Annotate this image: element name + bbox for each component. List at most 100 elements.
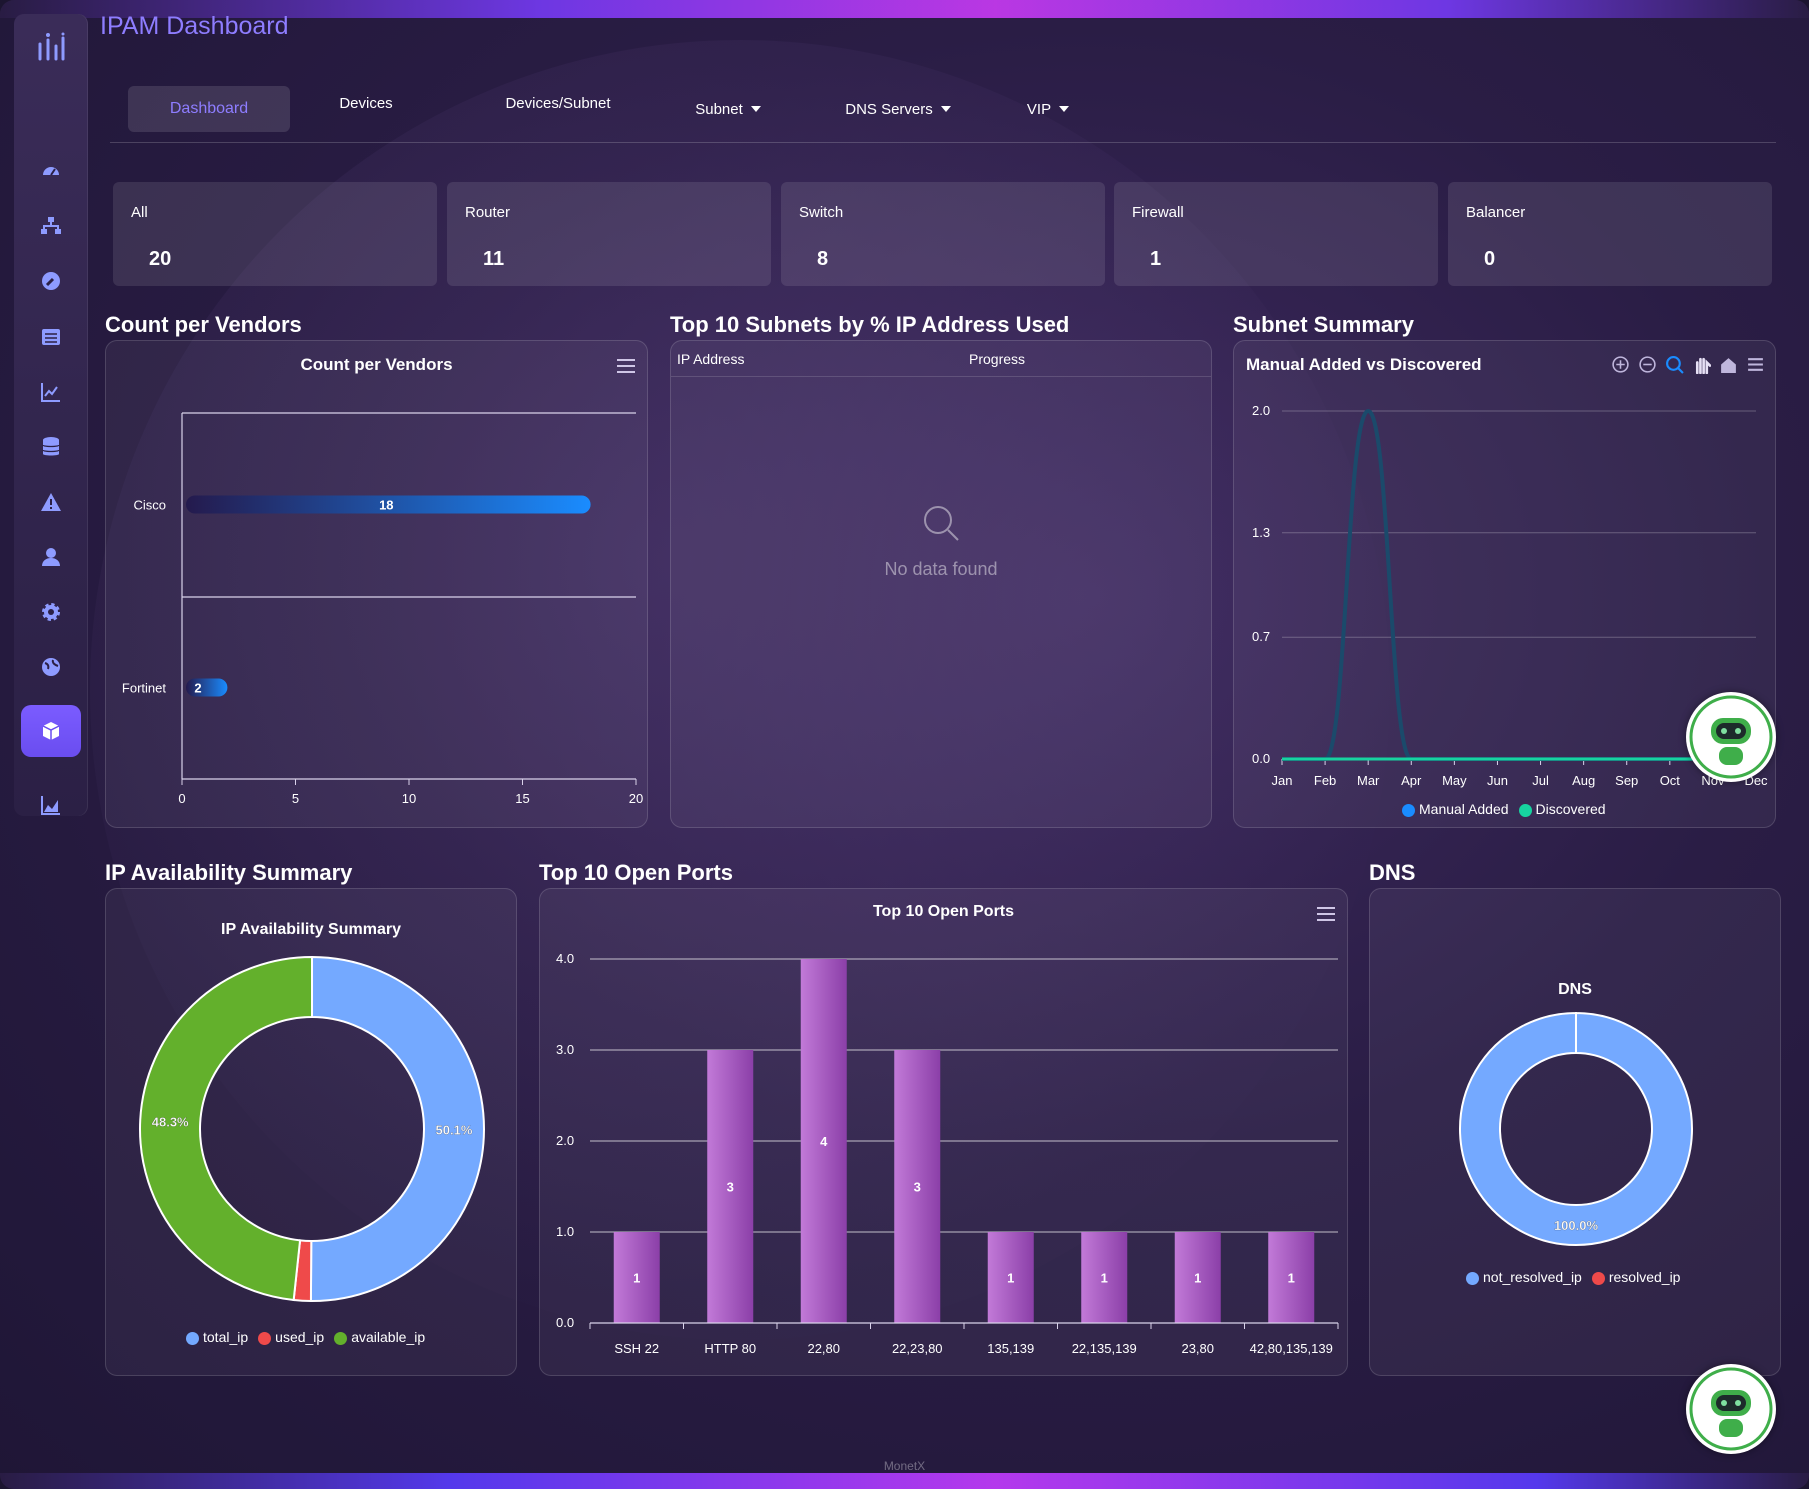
card-label: Switch <box>799 204 844 221</box>
x-tick-label: 42,80,135,139 <box>1250 1341 1333 1356</box>
x-tick-label: Mar <box>1357 773 1380 788</box>
magnify-button[interactable] <box>1665 355 1684 379</box>
sidebar-item-globe[interactable] <box>32 648 70 686</box>
slice-available_ip <box>139 955 313 1302</box>
chatbot-button[interactable] <box>1686 692 1776 782</box>
chart-menu-icon[interactable] <box>1317 907 1335 921</box>
card-firewall[interactable]: Firewall 1 <box>1114 182 1438 286</box>
card-router[interactable]: Router 11 <box>447 182 771 286</box>
bar-value-label: 2 <box>194 681 201 696</box>
slice-label: 100.0% <box>1554 1218 1599 1233</box>
menu-icon <box>1748 358 1763 371</box>
bar-value-label: 3 <box>727 1180 734 1195</box>
tab-devices-subnet[interactable]: Devices/Subnet <box>458 80 658 126</box>
subnets-panel: IP Address Progress No data found <box>670 340 1212 828</box>
legend-dot <box>1402 803 1415 817</box>
sidebar-item-user[interactable] <box>32 538 70 576</box>
chatbot-button[interactable] <box>1686 1364 1776 1454</box>
sidebar-item-gear[interactable] <box>32 593 70 631</box>
chart-menu-icon[interactable] <box>617 359 635 373</box>
sitemap-icon <box>41 217 61 234</box>
menu-button[interactable] <box>1746 355 1765 379</box>
legend-dot <box>334 1331 348 1345</box>
sidebar-item-area-chart[interactable] <box>32 786 70 824</box>
sidebar-item-sitemap[interactable] <box>32 207 70 245</box>
x-tick-label: Jun <box>1487 773 1508 788</box>
column-header-ip[interactable]: IP Address <box>677 351 745 367</box>
y-tick-label: 4.0 <box>556 951 574 966</box>
y-tick-label: 2.0 <box>1252 403 1270 418</box>
sidebar-item-wrench[interactable] <box>32 262 70 300</box>
bottom-glow <box>0 1473 1809 1489</box>
slice-not_resolved_ip <box>1459 1011 1693 1246</box>
sidebar-item-line-chart[interactable] <box>32 373 70 411</box>
tab-dns-servers[interactable]: DNS Servers <box>808 86 988 132</box>
legend-item-resolved[interactable]: resolved_ip <box>1591 1269 1680 1285</box>
search-icon <box>924 506 959 541</box>
legend-item-available[interactable]: available_ip <box>334 1329 425 1345</box>
zoom-in-button[interactable] <box>1611 355 1630 379</box>
chart-legend: not_resolved_ip resolved_ip <box>1466 1269 1680 1285</box>
card-balancer[interactable]: Balancer 0 <box>1448 182 1772 286</box>
x-tick-label: 135,139 <box>987 1341 1034 1356</box>
legend-item-not-resolved[interactable]: not_resolved_ip <box>1466 1269 1582 1285</box>
legend-dot <box>1518 803 1532 817</box>
chart-toolbar <box>1611 355 1765 379</box>
legend-dot <box>258 1331 272 1345</box>
table-header: IP Address Progress <box>671 341 1211 377</box>
tab-dashboard[interactable]: Dashboard <box>128 86 290 132</box>
legend-item-discovered[interactable]: Discovered <box>1518 801 1606 817</box>
bar-value-label: 1 <box>1288 1271 1295 1286</box>
y-tick-label: 3.0 <box>556 1042 574 1057</box>
y-tick-label: Cisco <box>133 498 166 513</box>
chart-title: DNS <box>1558 981 1592 998</box>
tab-vip[interactable]: VIP <box>988 86 1108 132</box>
zoom-out-icon <box>1639 356 1656 373</box>
card-label: Firewall <box>1132 204 1184 221</box>
chart-legend: total_ip used_ip available_ip <box>186 1329 425 1345</box>
tab-subnet[interactable]: Subnet <box>658 86 798 132</box>
zoom-out-button[interactable] <box>1638 355 1657 379</box>
sidebar-item-cube[interactable] <box>21 705 81 757</box>
sidebar-item-alert[interactable] <box>32 483 70 521</box>
card-switch[interactable]: Switch 8 <box>781 182 1105 286</box>
x-tick-label: Jul <box>1532 773 1549 788</box>
y-tick-label: Fortinet <box>122 681 166 696</box>
card-value: 0 <box>1484 248 1496 270</box>
chart-title: Top 10 Open Ports <box>872 903 1015 920</box>
series-line-manual-added <box>1282 408 1756 761</box>
dashboard-icon <box>43 167 59 176</box>
home-button[interactable] <box>1719 355 1738 379</box>
alert-icon <box>41 493 61 511</box>
sidebar-item-list[interactable] <box>32 318 70 356</box>
legend-item-total[interactable]: total_ip <box>186 1329 248 1345</box>
legend-item-used[interactable]: used_ip <box>258 1329 324 1345</box>
legend-item-manual[interactable]: Manual Added <box>1402 801 1509 817</box>
sidebar-item-dashboard[interactable] <box>32 152 70 190</box>
card-label: Router <box>465 204 511 221</box>
tab-devices[interactable]: Devices <box>306 80 426 126</box>
legend-dot <box>1591 1271 1605 1285</box>
x-tick-label: 20 <box>629 791 643 806</box>
bar <box>1081 1232 1128 1323</box>
user-icon <box>42 548 60 566</box>
legend-label: Discovered <box>1535 801 1606 817</box>
x-tick-label: SSH 22 <box>614 1341 659 1356</box>
bar-value-label: 3 <box>914 1180 921 1195</box>
card-all[interactable]: All 20 <box>113 182 437 286</box>
ip-donut-chart: 50.1% 48.3% <box>139 955 485 1303</box>
x-tick-label: 10 <box>402 791 416 806</box>
y-tick-label: 2.0 <box>556 1133 574 1148</box>
chevron-down-icon <box>940 106 951 112</box>
pan-button[interactable] <box>1692 355 1712 379</box>
x-tick-label: HTTP 80 <box>704 1341 756 1356</box>
home-icon <box>1721 358 1736 373</box>
column-header-progress[interactable]: Progress <box>969 351 1026 367</box>
y-tick-label: 0.7 <box>1252 629 1270 644</box>
top-glow <box>0 0 1809 18</box>
x-tick-label: Feb <box>1314 773 1336 788</box>
card-value: 20 <box>149 248 172 270</box>
summary-chart: 0.0 0.7 1.3 2.0 Jan Feb Mar Apr May Jun Jul Aug Sep O… <box>1252 403 1768 788</box>
sidebar-item-database[interactable] <box>32 428 70 466</box>
